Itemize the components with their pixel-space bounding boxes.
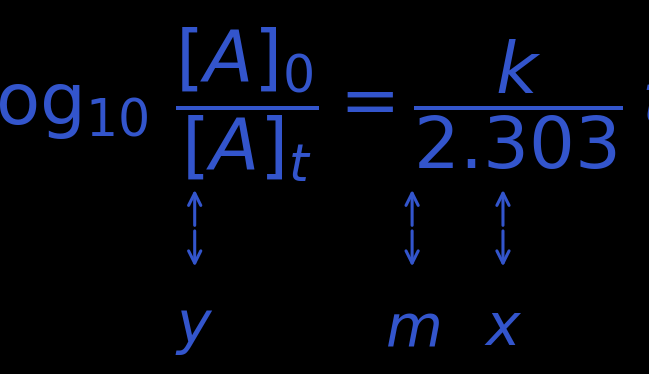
Text: $x$: $x$ bbox=[484, 301, 522, 357]
Text: $m$: $m$ bbox=[385, 301, 439, 357]
Text: $y$: $y$ bbox=[175, 301, 214, 357]
Text: $\log_{10}\,\dfrac{[A]_0}{[A]_t} = \dfrac{k}{2.303}\,t$: $\log_{10}\,\dfrac{[A]_0}{[A]_t} = \dfra… bbox=[0, 25, 649, 184]
